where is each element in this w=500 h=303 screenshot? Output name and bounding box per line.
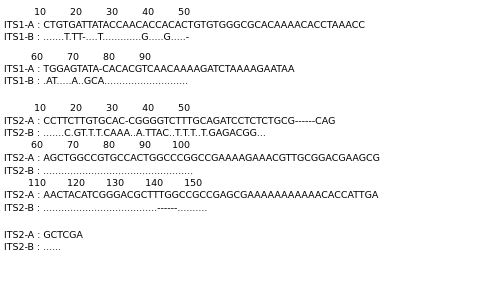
Text: ITS1-A : TGGAGTATA-CACACGTCAACAAAAGATCTAAAAGAATAA: ITS1-A : TGGAGTATA-CACACGTCAACAAAAGATCTA… [4, 65, 294, 74]
Text: ITS2-A : GCTCGA: ITS2-A : GCTCGA [4, 231, 83, 239]
Text: ITS2-A : CCTTCTTGTGCAC-CGGGGTCTTTGCAGATCCTCTCTGCG------CAG: ITS2-A : CCTTCTTGTGCAC-CGGGGTCTTTGCAGATC… [4, 116, 336, 125]
Text: ITS2-B : .......C.GT.T.T.CAAA..A.TTAC..T.T.T..T.GAGACGG...: ITS2-B : .......C.GT.T.T.CAAA..A.TTAC..T… [4, 129, 266, 138]
Text: 60        70        80        90       100: 60 70 80 90 100 [4, 142, 190, 151]
Text: 110       120       130       140       150: 110 120 130 140 150 [4, 179, 202, 188]
Text: 10        20        30        40        50: 10 20 30 40 50 [4, 104, 190, 113]
Text: ITS2-A : AGCTGGCCGTGCCACTGGCCCGGCCGAAAAGAAACGTTGCGGACGAAGCG: ITS2-A : AGCTGGCCGTGCCACTGGCCCGGCCGAAAAG… [4, 154, 380, 163]
Text: ITS2-B : ......: ITS2-B : ...... [4, 243, 61, 252]
Text: ITS2-A : AACTACATCGGGACGCTTTGGCCGCCGAGCGAAAAAAAAAAACACCATTGA: ITS2-A : AACTACATCGGGACGCTTTGGCCGCCGAGCG… [4, 191, 378, 201]
Text: ITS1-A : CTGTGATTATACCAACACCACACTGTGTGGGCGCACAAAACACCTAAACC: ITS1-A : CTGTGATTATACCAACACCACACTGTGTGGG… [4, 21, 365, 29]
Text: ITS1-B : .AT.....A..GCA............................: ITS1-B : .AT.....A..GCA.................… [4, 78, 188, 86]
Text: 10        20        30        40        50: 10 20 30 40 50 [4, 8, 190, 17]
Text: ITS2-B : ..................................................: ITS2-B : ...............................… [4, 167, 193, 175]
Text: ITS2-B : ......................................------..........: ITS2-B : ...............................… [4, 204, 208, 213]
Text: ITS1-B : .......T.TT-....T.............G.....G.....-: ITS1-B : .......T.TT-....T.............G… [4, 33, 189, 42]
Text: 60        70        80        90: 60 70 80 90 [4, 52, 151, 62]
